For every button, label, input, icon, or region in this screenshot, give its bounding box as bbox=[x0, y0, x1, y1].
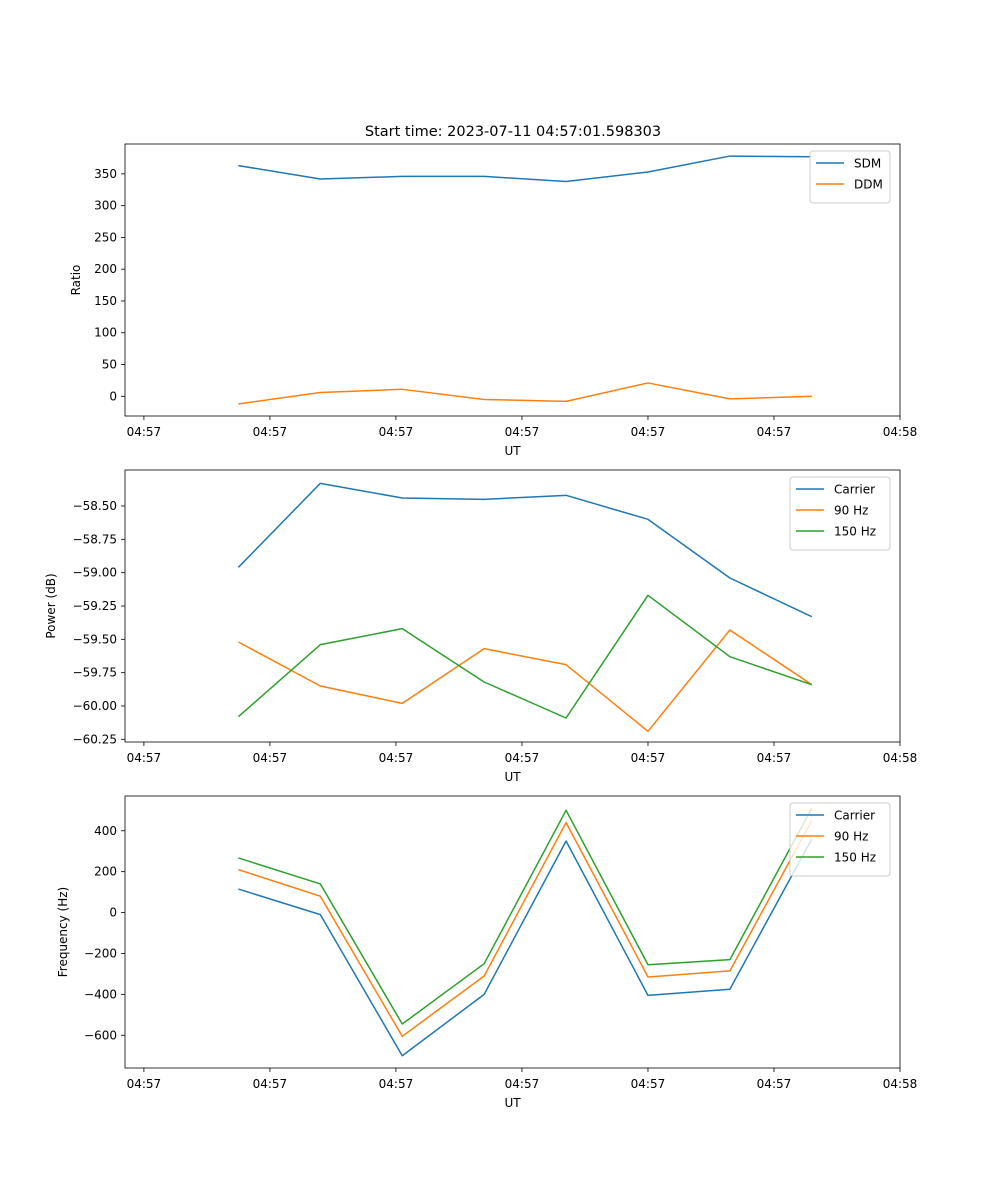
frequency-y-tick-label: −600 bbox=[84, 1028, 117, 1042]
frequency-panel: 04:57 04:57 04:57 04:57 04:57 04:57 04:58 −600 −… bbox=[56, 795, 918, 1110]
frequency-x-tick-label: 04:57 bbox=[757, 1077, 792, 1091]
ratio-y-tick-label: 50 bbox=[102, 358, 117, 372]
power-series-line-150-hz bbox=[237, 594, 813, 719]
frequency-y-tick-label: −200 bbox=[84, 946, 117, 960]
ratio-series-line-sdm bbox=[238, 155, 812, 183]
frequency-axes-frame bbox=[124, 795, 901, 1069]
power-x-tick-label: 04:57 bbox=[505, 751, 540, 765]
ratio-y-tick-label: 300 bbox=[94, 199, 117, 213]
ratio-y-tick-label: 100 bbox=[94, 326, 117, 340]
frequency-series-line-carrier bbox=[238, 838, 813, 1057]
power-legend-label: Carrier bbox=[834, 483, 875, 497]
ratio-series-line-ddm bbox=[238, 382, 812, 405]
power-x-tick-label: 04:57 bbox=[379, 751, 414, 765]
frequency-x-tick-label: 04:57 bbox=[127, 1077, 162, 1091]
power-y-tick-label: −58.50 bbox=[73, 499, 117, 513]
frequency-x-tick-label: 04:57 bbox=[379, 1077, 414, 1091]
ratio-y-tick-label: 350 bbox=[94, 167, 117, 181]
ratio-y-tick-label: 0 bbox=[109, 389, 117, 403]
frequency-x-tick-label: 04:58 bbox=[883, 1077, 918, 1091]
ratio-x-tick-label: 04:58 bbox=[883, 425, 918, 439]
ratio-x-tick-label: 04:57 bbox=[757, 425, 792, 439]
ratio-axes-frame bbox=[124, 143, 901, 417]
power-legend: Carrier 90 Hz 150 Hz bbox=[789, 476, 891, 551]
power-y-tick-label: −59.50 bbox=[73, 632, 117, 646]
power-y-tick-label: −59.75 bbox=[73, 666, 117, 680]
ratio-x-tick-label: 04:57 bbox=[379, 425, 414, 439]
ratio-x-tick-label: 04:57 bbox=[631, 425, 666, 439]
frequency-series-line-150-hz bbox=[238, 807, 813, 1025]
frequency-legend-label: Carrier bbox=[834, 809, 875, 823]
ratio-x-tick-label: 04:57 bbox=[127, 425, 162, 439]
power-x-tick-label: 04:57 bbox=[631, 751, 666, 765]
power-x-tick-label: 04:57 bbox=[757, 751, 792, 765]
frequency-legend-label: 150 Hz bbox=[834, 851, 876, 865]
ratio-x-tick-label: 04:57 bbox=[253, 425, 288, 439]
frequency-series-line-90-hz bbox=[238, 820, 813, 1038]
frequency-y-tick-label: −400 bbox=[84, 987, 117, 1001]
frequency-y-tick-label: 400 bbox=[94, 824, 117, 838]
frequency-legend: Carrier 90 Hz 150 Hz bbox=[789, 802, 891, 877]
frequency-x-tick-label: 04:57 bbox=[253, 1077, 288, 1091]
ratio-panel: 04:57 04:57 04:57 04:57 04:57 04:57 04:58 0 50 10… bbox=[69, 143, 918, 458]
power-x-tick-label: 04:58 bbox=[883, 751, 918, 765]
ratio-legend-label: SDM bbox=[854, 157, 881, 171]
power-series-line-carrier bbox=[237, 482, 813, 618]
power-y-tick-label: −58.75 bbox=[73, 532, 117, 546]
power-panel: 04:57 04:57 04:57 04:57 04:57 04:57 04:58 −60.2… bbox=[44, 469, 918, 784]
power-x-axis-label: UT bbox=[504, 770, 521, 784]
power-y-tick-label: −60.00 bbox=[73, 699, 117, 713]
ratio-y-axis-label: Ratio bbox=[69, 265, 83, 296]
frequency-x-tick-label: 04:57 bbox=[631, 1077, 666, 1091]
power-legend-label: 90 Hz bbox=[834, 504, 868, 518]
power-x-tick-label: 04:57 bbox=[253, 751, 288, 765]
ratio-y-tick-label: 150 bbox=[94, 294, 117, 308]
ratio-x-tick-label: 04:57 bbox=[505, 425, 540, 439]
power-y-tick-label: −59.00 bbox=[73, 566, 117, 580]
ratio-y-tick-label: 250 bbox=[94, 230, 117, 244]
power-x-tick-label: 04:57 bbox=[127, 751, 162, 765]
ratio-legend: SDM DDM bbox=[809, 150, 891, 204]
ratio-x-axis-label: UT bbox=[504, 444, 521, 458]
figure-title: Start time: 2023-07-11 04:57:01.598303 bbox=[365, 124, 661, 140]
frequency-x-tick-label: 04:57 bbox=[505, 1077, 540, 1091]
power-y-tick-label: −60.25 bbox=[73, 732, 117, 746]
frequency-x-axis-label: UT bbox=[504, 1096, 521, 1110]
power-y-tick-label: −59.25 bbox=[73, 599, 117, 613]
power-y-axis-label: Power (dB) bbox=[44, 573, 58, 638]
ratio-y-tick-label: 200 bbox=[94, 262, 117, 276]
ratio-legend-label: DDM bbox=[854, 178, 883, 192]
frequency-legend-label: 90 Hz bbox=[834, 830, 868, 844]
frequency-y-axis-label: Frequency (Hz) bbox=[56, 887, 70, 978]
ratio-legend-frame bbox=[809, 150, 891, 204]
power-legend-label: 150 Hz bbox=[834, 525, 876, 539]
frequency-y-tick-label: 200 bbox=[94, 865, 117, 879]
frequency-y-tick-label: 0 bbox=[109, 906, 117, 920]
